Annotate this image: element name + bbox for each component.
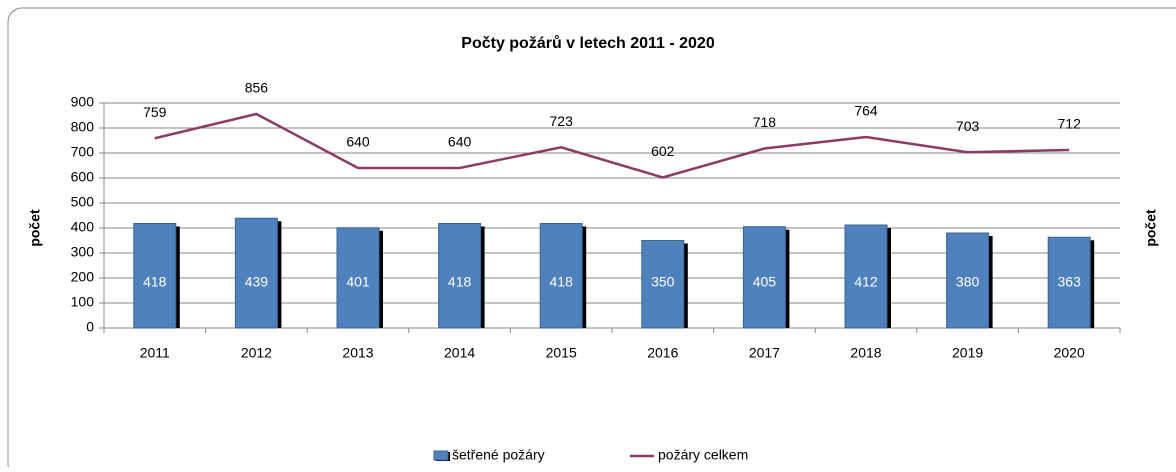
y-tick-label: 800 (71, 119, 95, 135)
x-tick-label: 2016 (647, 345, 678, 361)
line-value-label: 602 (651, 143, 675, 159)
bar (946, 232, 990, 329)
line-value-label: 640 (346, 134, 370, 150)
y-tick-label: 500 (71, 194, 95, 210)
x-tick-label: 2011 (140, 345, 170, 361)
line-value-label: 856 (245, 80, 269, 96)
bar (641, 240, 685, 329)
y-tick-label: 900 (71, 94, 95, 110)
bar (133, 223, 177, 329)
x-tick-label: 2013 (342, 345, 373, 361)
bar (438, 223, 482, 329)
bar (539, 223, 583, 329)
bar-value-label: 405 (753, 274, 777, 290)
y2-axis-label: počet (1143, 209, 1159, 247)
y-tick-label: 100 (71, 294, 95, 310)
bar-value-label: 350 (651, 274, 675, 290)
line-value-label: 712 (1058, 116, 1082, 132)
legend-label: požáry celkem (658, 447, 748, 463)
bar-value-label: 380 (956, 274, 980, 290)
x-tick-label: 2012 (241, 345, 272, 361)
legend-swatch (433, 450, 449, 461)
line-value-label: 718 (753, 114, 777, 130)
x-tick-label: 2020 (1054, 345, 1085, 361)
line-value-label: 703 (956, 118, 980, 134)
line (154, 112, 1070, 179)
y-tick-label: 300 (71, 244, 95, 260)
bar (742, 226, 786, 329)
y-tick-label: 0 (86, 319, 94, 335)
y-tick-label: 400 (71, 219, 95, 235)
bar-value-label: 439 (245, 274, 269, 290)
y-axis-label: počet (27, 209, 43, 247)
bar-value-label: 412 (854, 274, 878, 290)
line-value-label: 764 (854, 103, 878, 119)
line-value-label: 759 (143, 104, 167, 120)
y-tick-label: 200 (71, 269, 95, 285)
line-value-label: 723 (550, 113, 574, 129)
x-tick-label: 2014 (444, 345, 475, 361)
bar-value-label: 401 (346, 274, 370, 290)
chart-frame (7, 7, 1176, 472)
bar (1047, 236, 1091, 329)
bar-value-label: 418 (550, 274, 574, 290)
bar-value-label: 418 (143, 274, 167, 290)
x-tick-label: 2018 (850, 345, 881, 361)
bar-value-label: 418 (448, 274, 472, 290)
bar-value-label: 363 (1058, 274, 1082, 290)
bar (234, 217, 278, 329)
x-tick-label: 2019 (952, 345, 983, 361)
x-tick-label: 2017 (749, 345, 780, 361)
chart-title: Počty požárů v letech 2011 - 2020 (461, 35, 715, 52)
y-tick-label: 700 (71, 144, 95, 160)
legend-label: šetřené požáry (452, 447, 545, 463)
y-tick-label: 600 (71, 169, 95, 185)
x-tick-label: 2015 (546, 345, 577, 361)
bar (844, 224, 888, 329)
bar (336, 227, 380, 329)
line-value-label: 640 (448, 134, 472, 150)
